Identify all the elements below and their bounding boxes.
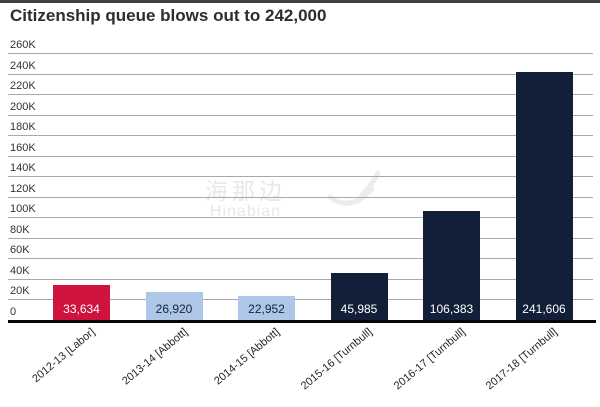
gridline — [8, 53, 593, 54]
gridline — [8, 73, 593, 75]
x-axis-label-text: 2012-13 [Labor] — [29, 326, 98, 386]
gridline — [8, 258, 593, 260]
gridline — [8, 196, 593, 198]
bar-value-label: 45,985 — [340, 302, 378, 316]
bar-value-label: 22,952 — [248, 302, 285, 316]
bar — [515, 71, 573, 320]
bar — [330, 272, 388, 320]
gridline — [8, 114, 593, 116]
x-axis-line — [8, 320, 596, 323]
y-tick-label: 120K — [10, 182, 36, 195]
x-axis-label-text: 2017-18 [Turnbull] — [483, 326, 560, 393]
y-tick-label: 220K — [10, 80, 36, 93]
gridline — [8, 94, 593, 96]
y-tick-label: 20K — [10, 285, 30, 298]
watermark-chinese-text: 海那边 — [205, 178, 286, 204]
y-tick-label: 80K — [10, 223, 30, 236]
x-axis-label-text: 2015-16 [Turnbull] — [298, 326, 375, 393]
bar — [145, 292, 203, 320]
y-tick-label: 0 — [10, 306, 17, 318]
bar-value-label: 106,383 — [429, 302, 474, 316]
gridline — [8, 237, 593, 239]
gridline — [8, 155, 593, 157]
y-tick-label: 100K — [10, 203, 36, 216]
gridline — [8, 217, 593, 219]
y-tick-label: 140K — [10, 162, 36, 175]
y-tick-label: 60K — [10, 244, 30, 257]
y-tick-label: 240K — [10, 59, 36, 72]
gridline — [8, 135, 593, 137]
x-axis-label-text: 2014-15 [Abbott] — [212, 326, 283, 388]
gridline — [8, 278, 593, 280]
gridline — [8, 176, 593, 178]
gridline — [8, 299, 593, 301]
y-tick-label: 200K — [10, 100, 36, 113]
bar-value-label: 241,606 — [522, 302, 566, 316]
bar — [423, 210, 480, 320]
bar — [238, 296, 295, 320]
chart-title: Citizenship queue blows out to 242,000 — [10, 6, 327, 25]
bar-value-label: 33,634 — [63, 302, 100, 316]
watermark-swoosh-icon — [328, 171, 380, 206]
y-tick-label: 40K — [10, 264, 30, 277]
y-tick-label: 180K — [10, 121, 36, 134]
watermark: 海那边 Hinabian — [205, 179, 286, 221]
bar-value-label: 26,920 — [155, 302, 193, 316]
y-tick-label: 160K — [10, 141, 36, 154]
x-axis-label-text: 2016-17 [Turnbull] — [391, 326, 468, 393]
x-axis-label-text: 2013-14 [Abbott] — [119, 326, 190, 388]
y-tick-label: 260K — [10, 39, 36, 51]
watermark-brand-text: Hinabian — [209, 203, 282, 220]
bar — [53, 285, 110, 320]
